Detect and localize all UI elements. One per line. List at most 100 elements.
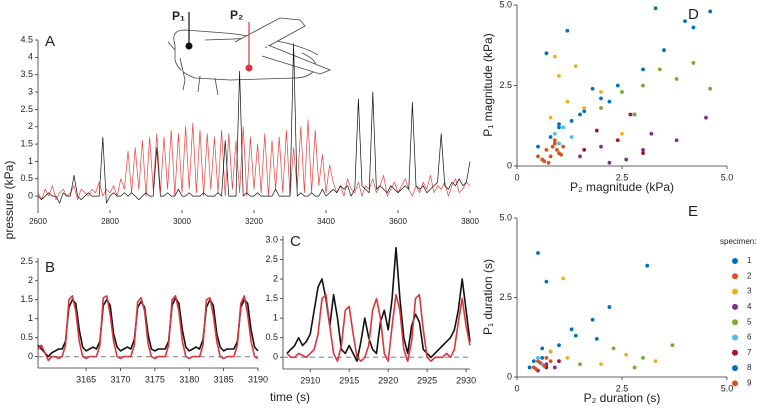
point [607,99,612,104]
point [649,131,654,136]
y-tick-label: 0.5 [20,173,33,183]
point [599,144,603,149]
point [569,135,574,139]
point [653,6,658,11]
legend-swatch [732,349,738,356]
trace [286,246,471,362]
y-tick-label: 1 [28,313,33,323]
point [641,151,645,156]
point [561,144,566,149]
legs [167,41,219,96]
point [624,157,629,162]
y-tick-label: 5.0 [499,212,512,222]
point [632,365,637,370]
point [569,119,574,123]
x-tick-label: 0 [514,172,519,182]
point [607,160,612,165]
point [559,152,563,157]
y-tick-label: 4.5 [20,34,33,44]
point [615,83,620,88]
x-tick-label: 2910 [300,375,320,385]
x-tick-label: 3200 [245,217,263,226]
y-tick-label: 2.5 [499,292,512,302]
y-tick-label: 0 [507,160,512,170]
point [565,28,570,33]
point [542,159,547,164]
y-tick-label: 0.5 [20,332,33,342]
legend-label: 2 [747,271,752,280]
point [641,356,645,360]
point [641,67,645,72]
point [599,362,603,367]
hind-leg [234,17,306,49]
point [670,343,675,348]
point [540,356,545,360]
point [557,125,561,130]
x-tick-label: 2930 [456,375,476,385]
legend-label: 9 [747,379,752,388]
trace [37,43,471,204]
x-axis-label: time (s) [270,390,310,404]
panel-label: B [45,259,55,276]
point [531,359,536,363]
y-tick-label: 2 [28,121,33,131]
trace [37,295,259,362]
y-tick-label: 2.5 [20,104,33,114]
trace [286,293,471,362]
point [548,154,553,159]
y-tick-label: 2.5 [20,256,33,266]
point [557,343,561,348]
y-tick-label: 5.0 [499,0,512,9]
point [546,160,551,165]
point [645,263,650,268]
point [691,61,696,65]
legend-swatch [732,319,738,326]
point [550,144,555,149]
panel-label: C [290,233,301,250]
trace [37,119,471,200]
hind-shank [261,44,332,75]
y-tick-label: 0 [507,371,512,381]
x-tick-label: 3170 [110,374,130,384]
point [691,25,696,30]
point [561,276,566,281]
legend-label: 6 [747,333,752,342]
point [628,112,633,117]
point [590,317,595,322]
point [611,346,616,351]
p1-site [185,42,193,50]
point [674,138,679,143]
point [527,365,532,370]
point [557,73,561,78]
p2-site [245,64,253,72]
point [536,154,540,159]
point [582,106,587,110]
x-tick-label: 2.5 [616,383,629,393]
point [557,122,561,127]
point [565,99,570,104]
point [552,141,557,146]
y-tick-label: 0 [273,352,278,362]
point [573,333,578,338]
y-tick-label: 3.0 [265,234,278,244]
point [544,279,549,284]
x-tick-label: 3000 [173,217,191,226]
point [555,148,559,152]
point [569,327,574,332]
x-tick-label: 5.0 [721,383,734,393]
legend-swatch [732,273,738,280]
x-tick-label: 2920 [378,375,398,385]
point [582,148,587,152]
point [657,67,662,72]
point [536,356,540,360]
point [607,305,612,309]
x-tick-label: 3400 [317,217,335,226]
y-tick-label: 0.5 [265,332,278,342]
body-outline [173,29,317,81]
grasshopper-diagram: P₁ P₂ [167,8,332,96]
y-tick-label: 2 [273,273,278,283]
point [548,115,553,120]
x-tick-label: 2600 [29,217,47,226]
point [620,90,624,94]
